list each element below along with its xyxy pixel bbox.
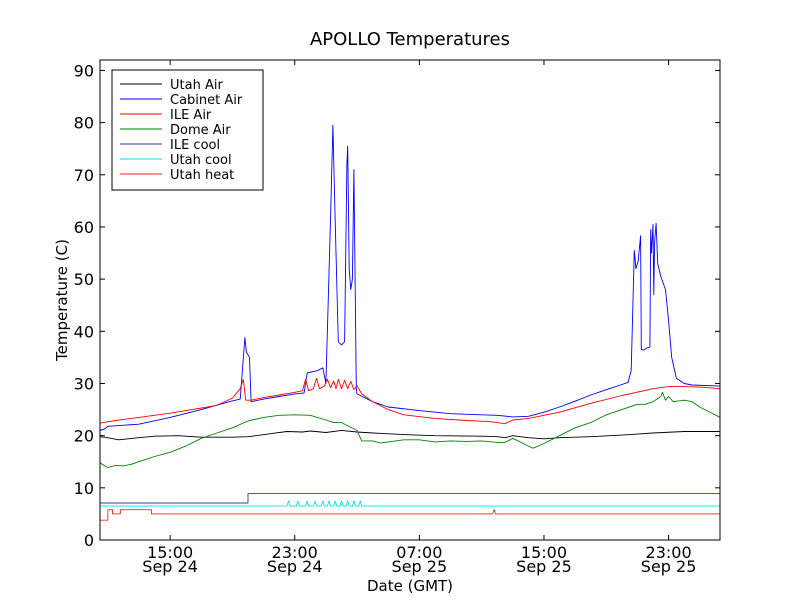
legend-label-dome-air: Dome Air [170,123,231,138]
legend-label-utah-cool: Utah cool [170,153,232,168]
series-line-dome-air [100,391,720,468]
series-line-cabinet-air [100,124,720,431]
y-tick-label: 60 [74,218,94,237]
x-tick-label-time: 15:00 [147,543,193,562]
y-tick-label: 90 [74,61,94,80]
legend-label-ile-air: ILE Air [170,108,212,123]
x-axis-label: Date (GMT) [367,577,453,595]
y-tick-label: 30 [74,374,94,393]
series-layer [100,124,720,521]
x-tick-label-time: 23:00 [272,543,318,562]
series-line-ile-air [100,377,720,425]
y-tick-label: 20 [74,427,94,446]
legend-label-utah-air: Utah Air [170,78,223,93]
legend-label-cabinet-air: Cabinet Air [170,93,243,108]
x-tick-label-time: 23:00 [646,543,692,562]
series-line-utah-air [100,429,720,441]
series-line-utah-cool [100,500,720,507]
chart-title: APOLLO Temperatures [310,29,510,50]
plot-frame [99,59,721,541]
legend-label-ile-cool: ILE cool [170,138,220,153]
x-tick-label-time: 07:00 [396,543,442,562]
x-tick-label-date: Sep 24 [142,557,198,576]
series-line-utah-heat [100,509,720,521]
y-tick-label: 50 [74,270,94,289]
series-line-ile-cool [100,493,720,504]
y-tick-label: 70 [74,166,94,185]
x-tick-label-time: 15:00 [521,543,567,562]
x-tick-label-date: Sep 24 [267,557,323,576]
x-tick-label-date: Sep 25 [392,557,448,576]
legend-box [111,69,264,191]
y-tick-label: 10 [74,479,94,498]
legend-label-utah-heat: Utah heat [170,168,234,183]
x-tick-label-date: Sep 25 [516,557,572,576]
y-tick-label: 0 [84,531,94,550]
y-tick-label: 40 [74,322,94,341]
y-axis-label: Temperature (C) [53,239,71,362]
y-tick-label: 80 [74,114,94,133]
x-tick-label-date: Sep 25 [641,557,697,576]
